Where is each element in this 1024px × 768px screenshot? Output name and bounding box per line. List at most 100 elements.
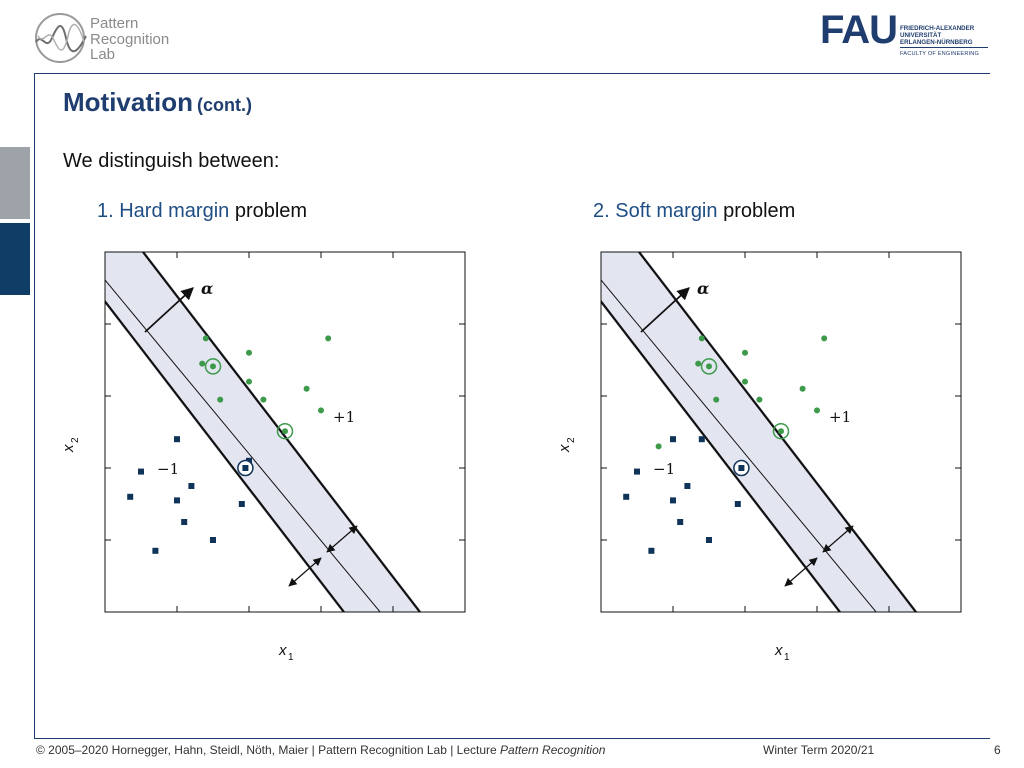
alpha-label: α	[697, 279, 709, 298]
support-vector-negative	[242, 465, 249, 471]
soft-margin-figure: α+1−1x 1x2	[556, 251, 962, 663]
slide-title: Motivation (cont.)	[63, 87, 252, 118]
lab-logo-line: Lab	[90, 46, 116, 63]
support-vector-positive	[778, 428, 784, 435]
negative-point	[138, 468, 144, 475]
positive-point	[799, 385, 806, 392]
negative-class-label: −1	[157, 460, 179, 478]
y-axis-label: x	[556, 444, 573, 453]
negative-point	[670, 497, 676, 504]
negative-point	[734, 501, 741, 507]
negative-point	[634, 468, 640, 475]
margin-width-arrow	[822, 525, 854, 553]
plot-frame	[104, 251, 466, 613]
support-vector-ring	[700, 358, 718, 375]
side-nav-tab	[0, 147, 30, 219]
positive-point	[318, 407, 324, 414]
pattern-recognition-lab-logo: Pattern Recognition Lab	[34, 12, 194, 64]
fau-line: ERLANGEN-NÜRNBERG	[900, 39, 973, 47]
side-nav-tab-active	[0, 223, 30, 295]
negative-point	[677, 519, 684, 525]
negative-point	[648, 547, 655, 554]
margin-width-arrow	[784, 557, 818, 587]
y-axis-label-group: x2	[556, 437, 577, 453]
negative-point	[152, 547, 159, 554]
positive-point	[217, 396, 224, 403]
x-axis-label: x	[774, 642, 783, 659]
negative-point	[174, 497, 180, 504]
fau-logo: FAU FRIEDRICH-ALEXANDER UNIVERSITÄT ERLA…	[820, 8, 990, 62]
negative-margin-line	[105, 299, 346, 612]
positive-point	[246, 378, 252, 385]
support-vector-positive	[210, 363, 216, 370]
footer-term: Winter Term 2020/21	[763, 743, 875, 757]
margin-band	[601, 252, 918, 612]
negative-point	[127, 493, 134, 500]
lab-logo-line: Pattern	[90, 15, 139, 32]
positive-point	[814, 407, 820, 414]
decision-boundary-line	[601, 279, 877, 612]
positive-point	[713, 396, 720, 403]
y-axis-subscript: 2	[566, 437, 577, 443]
fau-mark: FAU	[820, 8, 898, 52]
x-axis-subscript: 1	[784, 652, 790, 663]
x-axis-subscript: 1	[288, 652, 294, 663]
positive-margin-line	[638, 252, 918, 612]
x-axis-label: x	[278, 642, 287, 659]
negative-class-label: −1	[653, 460, 675, 478]
hard-margin-figure: α+1−1x 1x2	[60, 251, 466, 663]
plot-frame	[600, 251, 962, 613]
alpha-label: α	[201, 279, 213, 298]
positive-class-label: +1	[333, 408, 355, 426]
fau-line: UNIVERSITÄT	[900, 32, 942, 40]
footer-copyright: © 2005–2020 Hornegger, Hahn, Steidl, Nöt…	[36, 743, 605, 757]
positive-point	[742, 349, 748, 356]
positive-class-label: +1	[829, 408, 851, 426]
margin-width-arrow	[326, 525, 358, 553]
fau-divider	[900, 47, 988, 48]
support-vector-positive	[706, 363, 712, 370]
list-item-hard-margin: 1. Hard margin problem	[97, 200, 307, 223]
support-vector-positive	[282, 428, 288, 435]
support-vector-negative	[738, 465, 745, 471]
positive-point	[202, 335, 209, 342]
decision-boundary-line	[105, 279, 381, 612]
margin-band-group	[601, 252, 918, 612]
positive-point	[698, 335, 705, 342]
footer-course: Pattern Recognition	[500, 743, 606, 757]
negative-point	[684, 483, 691, 489]
negative-point	[623, 493, 630, 500]
soft-margin-plot: α +1 −1 x 1 x 2	[554, 240, 964, 675]
negative-point	[188, 483, 195, 489]
negative-margin-line	[601, 299, 842, 612]
negative-point	[238, 501, 245, 507]
positive-point	[695, 360, 702, 367]
frame-top-rule	[34, 73, 990, 74]
support-vector-ring	[204, 358, 222, 375]
lab-logo-icon	[35, 13, 87, 63]
support-vector-ring	[276, 422, 294, 440]
item-suffix: problem	[717, 200, 796, 222]
negative-point	[706, 537, 712, 543]
slide-title-main: Motivation	[63, 87, 193, 117]
frame-bottom-rule	[34, 738, 990, 739]
y-axis-label: x	[60, 444, 77, 453]
footer-copyright-text: © 2005–2020 Hornegger, Hahn, Steidl, Nöt…	[36, 743, 501, 757]
negative-point	[174, 436, 180, 443]
positive-point	[821, 335, 828, 342]
positive-point	[260, 396, 267, 403]
margin-band-group	[105, 252, 422, 612]
margin-width-arrow	[288, 557, 322, 587]
y-axis-subscript: 2	[70, 437, 81, 443]
positive-point	[325, 335, 332, 342]
positive-point	[756, 396, 763, 403]
negative-point	[210, 537, 216, 543]
y-axis-label-group: x2	[60, 437, 81, 453]
positive-margin-line	[142, 252, 422, 612]
negative-point	[181, 519, 188, 525]
alpha-vector	[640, 287, 690, 333]
item-prefix: 2. Soft margin	[593, 200, 718, 222]
slide-title-suffix: (cont.)	[197, 95, 252, 115]
hard-margin-plot: α +1 −1 x 1 x 2	[58, 240, 468, 675]
list-item-soft-margin: 2. Soft margin problem	[593, 200, 795, 223]
